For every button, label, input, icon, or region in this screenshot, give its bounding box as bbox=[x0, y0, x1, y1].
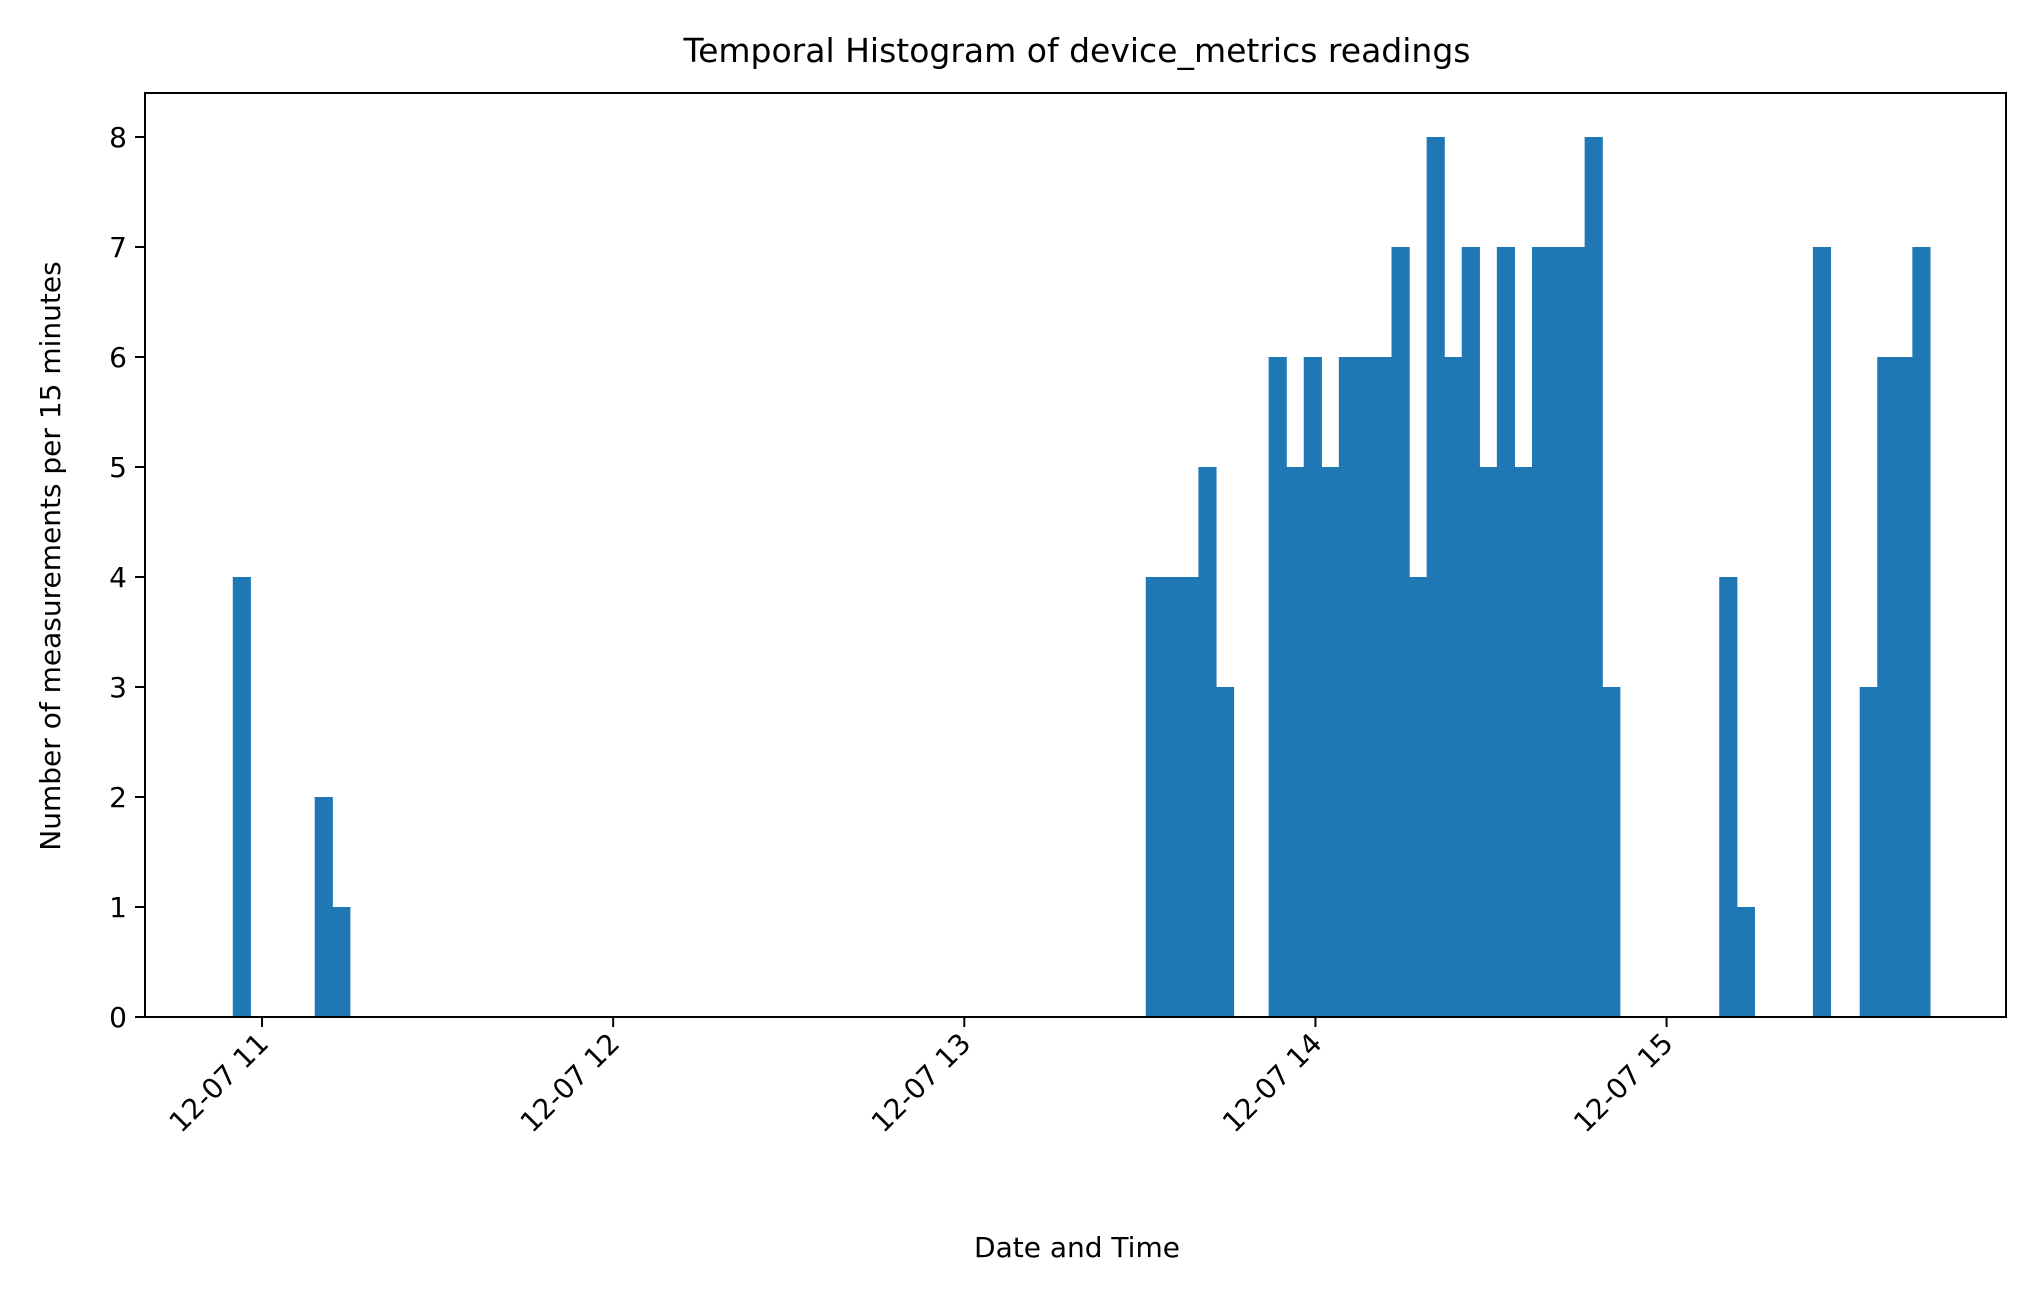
histogram-bar bbox=[1602, 687, 1621, 1017]
x-tick-label: 12-07 13 bbox=[865, 1027, 977, 1139]
histogram-bar bbox=[1286, 467, 1305, 1017]
histogram-bar bbox=[1859, 687, 1878, 1017]
histogram-bar bbox=[1356, 357, 1375, 1017]
histogram-bar bbox=[1338, 357, 1358, 1017]
y-tick-label: 4 bbox=[109, 561, 127, 594]
y-tick-label: 2 bbox=[109, 781, 127, 814]
y-tick-label: 6 bbox=[109, 341, 127, 374]
y-tick-label: 7 bbox=[109, 231, 127, 264]
histogram-bar bbox=[1479, 467, 1498, 1017]
histogram-bar bbox=[1567, 247, 1586, 1017]
y-tick-label: 8 bbox=[109, 121, 127, 154]
histogram-bar bbox=[1549, 247, 1568, 1017]
y-axis-label: Number of measurements per 15 minutes bbox=[34, 261, 67, 850]
histogram-bars bbox=[232, 137, 1931, 1017]
histogram-bar bbox=[1180, 577, 1199, 1017]
histogram-bar bbox=[1145, 577, 1164, 1017]
histogram-bar bbox=[1877, 357, 1896, 1017]
histogram-bar bbox=[1321, 467, 1340, 1017]
y-tick-label: 3 bbox=[109, 671, 127, 704]
histogram-bar bbox=[1461, 247, 1480, 1017]
histogram-bar bbox=[1391, 247, 1410, 1017]
histogram-bar bbox=[1303, 357, 1322, 1017]
y-tick-label: 1 bbox=[109, 891, 127, 924]
histogram-bar bbox=[232, 577, 251, 1017]
histogram-bar bbox=[1812, 247, 1832, 1017]
x-tick-label: 12-07 15 bbox=[1567, 1027, 1679, 1139]
histogram-bar bbox=[1719, 577, 1738, 1017]
histogram-bar bbox=[1215, 687, 1235, 1017]
x-tick-label: 12-07 12 bbox=[514, 1027, 626, 1139]
histogram-bar bbox=[1268, 357, 1287, 1017]
chart-title: Temporal Histogram of device_metrics rea… bbox=[683, 31, 1471, 70]
x-tick-label: 12-07 14 bbox=[1216, 1027, 1328, 1139]
histogram-bar bbox=[1514, 467, 1533, 1017]
histogram-bar bbox=[1584, 137, 1603, 1017]
histogram-bar bbox=[1409, 577, 1428, 1017]
y-axis-ticks: 0 1 2 3 4 5 6 7 8 bbox=[109, 121, 145, 1034]
histogram-bar bbox=[1736, 907, 1755, 1017]
histogram-bar bbox=[1163, 577, 1182, 1017]
histogram-bar bbox=[1531, 247, 1551, 1017]
x-axis-label: Date and Time bbox=[974, 1231, 1180, 1264]
histogram-bar bbox=[1496, 247, 1516, 1017]
histogram-bar bbox=[314, 797, 333, 1017]
x-tick-label: 12-07 11 bbox=[163, 1027, 275, 1139]
histogram-bar bbox=[1894, 357, 1913, 1017]
x-axis-ticks: 12-07 11 12-07 12 12-07 13 12-07 14 12-07 15 bbox=[163, 1017, 1680, 1139]
histogram-bar bbox=[332, 907, 351, 1017]
histogram-bar bbox=[1373, 357, 1393, 1017]
y-tick-label: 0 bbox=[109, 1001, 127, 1034]
histogram-bar bbox=[1912, 247, 1931, 1017]
histogram-bar bbox=[1426, 137, 1445, 1017]
y-tick-label: 5 bbox=[109, 451, 127, 484]
histogram-bar bbox=[1198, 467, 1217, 1017]
histogram-bar bbox=[1444, 357, 1463, 1017]
plot-area-frame bbox=[144, 92, 2007, 1018]
